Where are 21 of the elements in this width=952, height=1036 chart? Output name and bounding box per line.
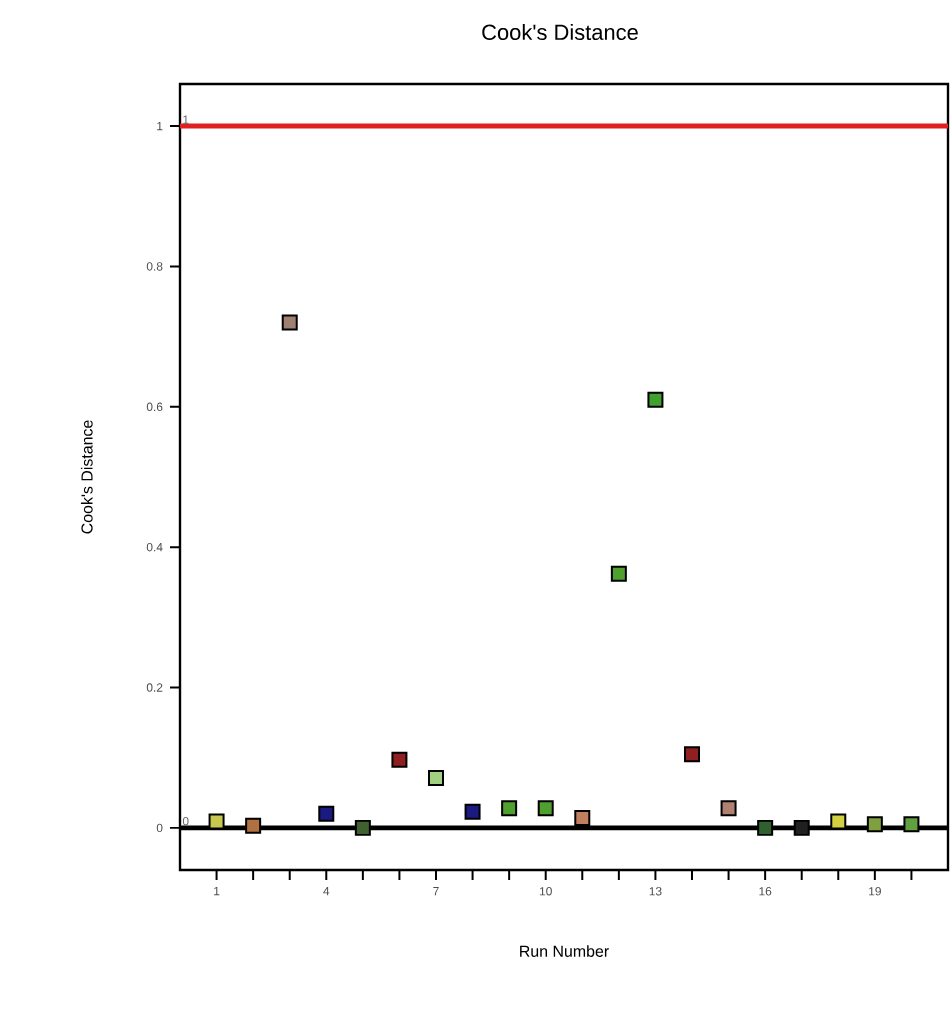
- point: [501, 800, 518, 817]
- point: [354, 819, 371, 836]
- point: [866, 816, 883, 833]
- point: [903, 816, 920, 833]
- point: [720, 800, 737, 817]
- point: [610, 565, 627, 582]
- point: [208, 813, 225, 830]
- point: [647, 391, 664, 408]
- point: [537, 800, 554, 817]
- point: [281, 314, 298, 331]
- point: [830, 813, 847, 830]
- point: [683, 746, 700, 763]
- point: [757, 819, 774, 836]
- point: [318, 805, 335, 822]
- point: [464, 803, 481, 820]
- point: [793, 819, 810, 836]
- chart-title: Cook's Distance: [482, 23, 638, 41]
- point: [391, 751, 408, 768]
- point: [574, 810, 591, 827]
- point: [427, 770, 444, 787]
- point: [245, 817, 262, 834]
